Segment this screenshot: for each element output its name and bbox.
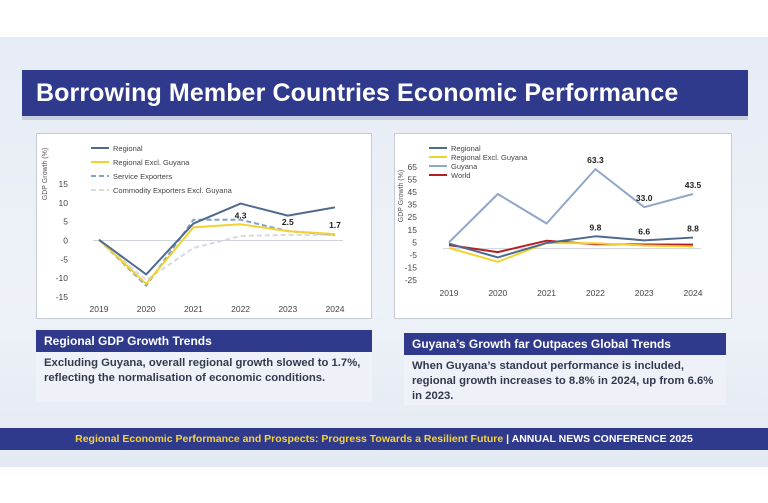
- series-line-regional: [448, 235, 694, 259]
- footer-event: ANNUAL NEWS CONFERENCE 2025: [511, 433, 693, 445]
- data-label: 6.6: [638, 226, 650, 236]
- regional-gdp-chart: -15 -10 -5 0 5 10 15 2019 2020 2021 2022 2023 2024 GD…: [42, 144, 345, 314]
- legend-label-service-exporters: Service Exporters: [113, 172, 172, 181]
- data-label: 1.7: [329, 220, 341, 230]
- y-axis-title: GDP Growth (%): [398, 170, 405, 222]
- data-label: 43.5: [685, 180, 702, 190]
- y-tick-label: -15: [405, 262, 418, 272]
- chart-panel-regional: -15 -10 -5 0 5 10 15 2019 2020 2021 2022 2023 2024 GD…: [36, 133, 372, 319]
- series-line-regional: [98, 202, 336, 276]
- x-tick-label: 2020: [488, 288, 507, 298]
- legend-label-regional: Regional: [113, 144, 143, 153]
- y-tick-label: 35: [408, 200, 418, 210]
- y-tick-label: 5: [412, 237, 417, 247]
- series-line-service-exporters: [98, 218, 336, 287]
- x-tick-label: 2020: [137, 304, 156, 314]
- y-tick-label: -10: [56, 273, 69, 283]
- x-tick-label: 2023: [278, 304, 297, 314]
- series-line-commodity-exporters-excl-guyana: [98, 233, 335, 282]
- x-tick-label: 2019: [90, 304, 109, 314]
- y-tick-label: 45: [408, 187, 418, 197]
- y-tick-label: 65: [408, 162, 418, 172]
- footer-bar: Regional Economic Performance and Prospe…: [0, 428, 768, 450]
- y-tick-label: 55: [408, 175, 418, 185]
- footer-separator: |: [503, 433, 512, 445]
- caption-text-left: Excluding Guyana, overall regional growt…: [36, 352, 372, 402]
- data-label: 9.8: [589, 222, 601, 232]
- legend-label-regional: Regional: [451, 144, 481, 153]
- data-label: 2.5: [282, 217, 294, 227]
- series-line-regional-excl-guyana: [98, 223, 336, 285]
- y-tick-label: -5: [409, 250, 417, 260]
- caption-text-right: When Guyana’s standout performance is in…: [404, 355, 726, 405]
- y-tick-label: 15: [408, 225, 418, 235]
- y-tick-label: 25: [408, 212, 418, 222]
- legend-label-guyana: Guyana: [451, 162, 478, 171]
- legend-label-world: World: [451, 171, 470, 180]
- y-tick-label: -25: [405, 275, 418, 285]
- x-tick-label: 2021: [184, 304, 203, 314]
- data-label: 33.0: [636, 193, 653, 203]
- x-tick-label: 2021: [537, 288, 556, 298]
- series-line-guyana: [448, 168, 694, 244]
- y-tick-label: 5: [63, 217, 68, 227]
- y-tick-label: -15: [56, 292, 69, 302]
- data-label: 8.8: [687, 224, 699, 234]
- x-tick-label: 2024: [326, 304, 345, 314]
- series-line-regional-excl-guyana: [448, 241, 694, 263]
- legend-label-regional-excl-guyana: Regional Excl. Guyana: [113, 158, 190, 167]
- footer-tagline: Regional Economic Performance and Prospe…: [75, 433, 504, 445]
- x-tick-label: 2019: [440, 288, 459, 298]
- x-tick-label: 2022: [231, 304, 250, 314]
- x-tick-label: 2023: [635, 288, 654, 298]
- page-title: Borrowing Member Countries Economic Perf…: [36, 79, 679, 107]
- data-label: 4.3: [235, 210, 247, 220]
- x-tick-label: 2022: [586, 288, 605, 298]
- y-tick-label: 15: [59, 179, 69, 189]
- x-tick-label: 2024: [684, 288, 703, 298]
- y-tick-label: 0: [63, 236, 68, 246]
- y-tick-label: -5: [60, 254, 68, 264]
- data-label: 63.3: [587, 155, 604, 165]
- legend-label-commodity-exporters-excl-guyana: Commodity Exporters Excl. Guyana: [113, 186, 233, 195]
- caption-heading-right: Guyana’s Growth far Outpaces Global Tren…: [404, 333, 726, 355]
- caption-heading-left: Regional GDP Growth Trends: [36, 330, 372, 352]
- chart-panel-guyana: -25 -15 -5 5 15 25 35 45 55 65 2019 2020 2021 2022 202…: [394, 133, 732, 319]
- title-bar: Borrowing Member Countries Economic Perf…: [22, 70, 748, 120]
- y-tick-label: 10: [59, 198, 69, 208]
- legend-label-regional-excl-guyana: Regional Excl. Guyana: [451, 153, 528, 162]
- y-axis-title: GDP Growth (%): [42, 148, 49, 200]
- guyana-gdp-chart: -25 -15 -5 5 15 25 35 45 55 65 2019 2020 2021 2022 202…: [398, 144, 703, 298]
